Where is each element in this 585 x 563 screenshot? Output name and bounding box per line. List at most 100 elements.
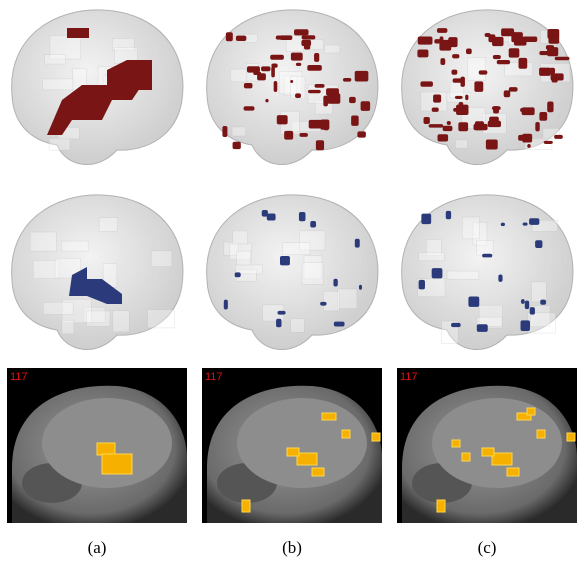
brain-facet [62,320,74,334]
brain-facet [325,45,340,53]
activation-blob [351,115,359,125]
activation-blob [421,214,431,224]
brain-facet [230,69,247,82]
activation-blob [294,29,309,35]
activation-blob [276,319,281,328]
activation-blob [437,28,447,33]
activation-blob [551,78,557,82]
activation-blob [315,84,325,88]
activation-blob [312,468,324,476]
activation-blob [488,121,501,127]
activation-blob [567,433,575,441]
activation-blob [437,500,445,512]
activation-blob [309,120,323,129]
activation-blob [417,49,428,57]
slice-label: 117 [400,371,418,383]
activation-blob [507,468,519,476]
activation-blob [518,135,529,141]
activation-blob [535,122,539,131]
activation-blob [529,218,539,225]
activation-blob [261,66,270,71]
activation-blob [359,285,362,290]
activation-blob [420,81,432,86]
activation-blob [447,121,451,125]
activation-blob [465,95,468,101]
activation-blob [290,80,293,83]
activation-blob [301,40,311,46]
brain-facet [447,271,479,279]
activation-blob [236,36,246,41]
activation-blob [299,133,307,137]
activation-blob [537,430,545,438]
activation-blob [477,324,488,332]
activation-blob [540,300,546,305]
activation-blob [482,254,492,258]
brain-facet [323,291,339,311]
brain-facet [455,140,467,148]
activation-blob [297,453,317,465]
activation-blob [451,323,461,327]
activation-blob [284,131,293,140]
activation-blob [443,126,453,131]
activation-blob [334,322,345,327]
activation-blob [493,106,499,113]
activation-blob [523,36,537,42]
slice-label: 117 [205,371,223,383]
activation-blob [527,144,531,148]
activation-blob [265,99,268,103]
activation-blob [280,256,290,265]
activation-blob [453,108,458,112]
brain-facet [232,127,246,136]
activation-blob [498,274,502,281]
activation-blob [349,97,356,103]
activation-blob [97,443,115,455]
brain-facet [147,310,174,328]
activation-blob [295,93,301,98]
activation-blob [509,48,520,57]
activation-blob [535,240,542,248]
activation-blob [530,307,535,314]
activation-blob [302,35,316,39]
activation-blob [448,37,457,47]
activation-blob [324,127,329,130]
brain-facet [49,138,70,150]
brain-facet [462,217,479,239]
brain-facet [282,243,310,255]
brain-slice [237,398,367,488]
activation-blob [497,60,510,64]
mri-slice: 117 [7,368,187,523]
brain-facet [61,241,88,251]
brain-facet [532,282,547,302]
panel-caption: (c) [478,538,497,557]
slice-label: 117 [10,371,28,383]
activation-blob [451,70,457,75]
activation-blob [429,124,444,128]
activation-blob [247,66,260,72]
activation-blob [267,213,276,220]
activation-blob [244,83,253,88]
activation-blob [554,135,563,139]
activation-blob [233,142,241,149]
activation-blob [521,320,530,331]
activation-blob [244,106,255,110]
brain-facet [45,55,66,64]
activation-blob [473,124,487,130]
activation-blob [466,49,472,55]
brain-facet [86,311,110,327]
activation-blob [544,141,553,144]
activation-blob [316,140,324,150]
activation-blob [127,60,152,90]
activation-blob [102,454,132,474]
brain-mid [402,195,573,350]
brain-top [12,10,183,165]
brain-facet [113,311,130,332]
artwork: 117 117 117 [7,10,577,523]
activation-blob [453,78,463,82]
activation-blob [440,58,445,65]
activation-blob [224,300,228,310]
activation-blob [357,131,366,137]
brain-facet [419,252,445,260]
brain-facet [99,218,117,232]
activation-blob [539,68,551,76]
activation-blob [424,117,430,124]
